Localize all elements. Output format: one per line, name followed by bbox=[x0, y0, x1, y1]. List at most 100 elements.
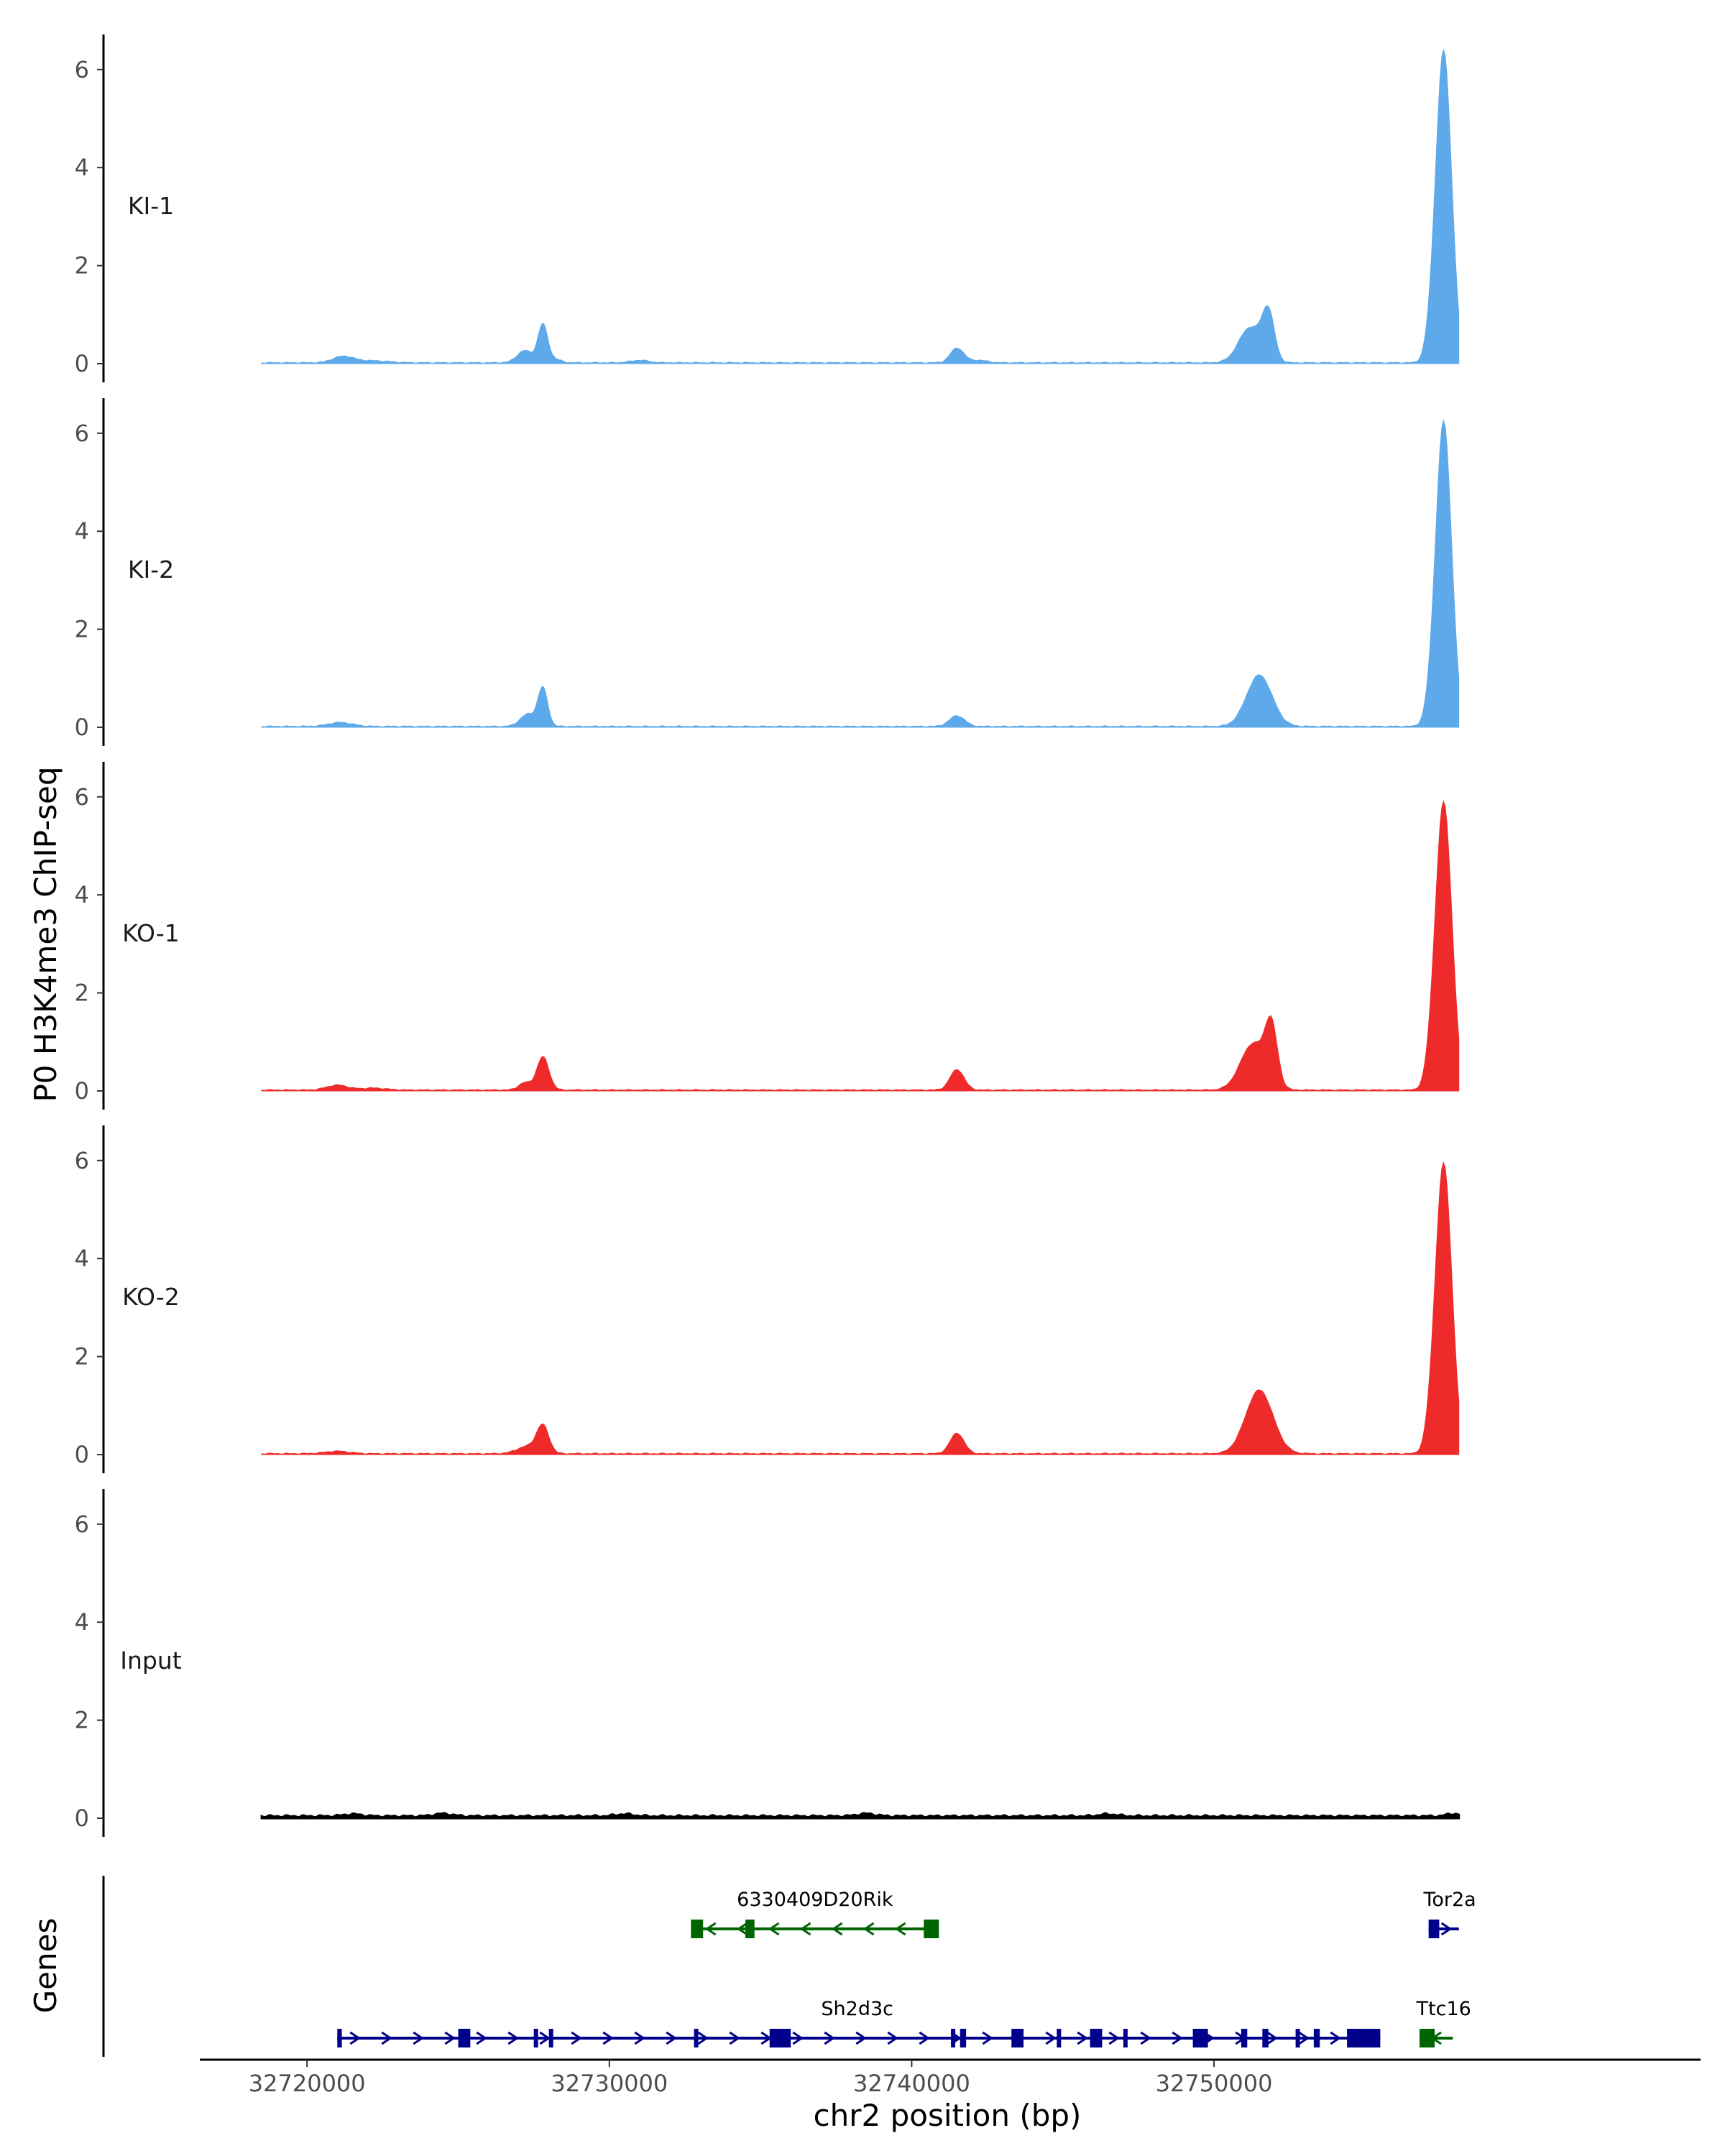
track-label: KO-2 bbox=[122, 1283, 180, 1311]
track-label: KI-2 bbox=[128, 556, 174, 584]
exon bbox=[769, 2029, 791, 2047]
x-axis: 32720000 32730000 32740000 32750000 bbox=[200, 2058, 1701, 2097]
strand-arrow bbox=[476, 2031, 487, 2045]
exon bbox=[1057, 2029, 1062, 2047]
gene-label: 6330409D20Rik bbox=[737, 1889, 893, 1911]
exon bbox=[691, 1920, 704, 1938]
strand-arrow bbox=[1440, 1922, 1453, 1936]
exon bbox=[960, 2029, 967, 2047]
track-label: Input bbox=[120, 1646, 182, 1674]
strand-arrow bbox=[1298, 2031, 1310, 2045]
track-ki-2: 0 2 4 6 KI-2 bbox=[75, 398, 1460, 746]
y-tick-label: 0 bbox=[75, 714, 89, 741]
coverage-area bbox=[260, 1812, 1460, 1820]
x-tick-label: 32730000 bbox=[551, 2070, 668, 2097]
strand-arrow bbox=[444, 2031, 456, 2045]
strand-arrow bbox=[602, 2031, 614, 2045]
strand-arrow bbox=[862, 1922, 875, 1936]
exon bbox=[1123, 2029, 1128, 2047]
strand-arrow bbox=[982, 2031, 993, 2045]
exon bbox=[1295, 2029, 1300, 2047]
y-tick-label: 2 bbox=[75, 1343, 89, 1370]
y-tick-label: 6 bbox=[75, 1147, 89, 1174]
y-tick-label: 6 bbox=[75, 420, 89, 447]
exon bbox=[1011, 2029, 1024, 2047]
exon bbox=[533, 2029, 538, 2047]
track-ki-1: 0 2 4 6 KI-1 bbox=[75, 34, 1460, 382]
exon bbox=[1347, 2029, 1381, 2047]
gene-label: Tor2a bbox=[1422, 1889, 1476, 1911]
exon bbox=[1192, 2029, 1208, 2047]
strand-arrow bbox=[634, 2031, 645, 2045]
strand-arrow bbox=[855, 2031, 867, 2045]
coverage-area bbox=[261, 1161, 1460, 1455]
strand-arrow bbox=[1077, 2031, 1088, 2045]
strand-arrow bbox=[736, 1922, 748, 1936]
strand-arrow bbox=[1172, 2031, 1183, 2045]
coverage-tracks: 0 2 4 6 KI-1 0 2 4 6 KI-2 0 2 4 6 KO-1 0 2 4 6 KO-2 0 2 4 6 Inpu… bbox=[75, 34, 1460, 1837]
track-label: KI-1 bbox=[128, 192, 174, 220]
x-axis-title: chr2 position (bp) bbox=[814, 2098, 1082, 2133]
track-ko-2: 0 2 4 6 KO-2 bbox=[75, 1125, 1460, 1473]
exon bbox=[924, 1920, 939, 1938]
strand-arrow bbox=[704, 1922, 717, 1936]
strand-arrow bbox=[571, 2031, 582, 2045]
y-tick-label: 4 bbox=[75, 1608, 89, 1636]
track-input: 0 2 4 6 Input bbox=[75, 1489, 1460, 1837]
y-tick-label: 0 bbox=[75, 1441, 89, 1468]
strand-arrow bbox=[894, 1922, 906, 1936]
gene-tor2a: Tor2a bbox=[1422, 1889, 1476, 1938]
exon bbox=[1241, 2029, 1248, 2047]
strand-arrow bbox=[831, 1922, 843, 1936]
exon bbox=[951, 2029, 956, 2047]
y-tick-label: 2 bbox=[75, 980, 89, 1007]
exon bbox=[745, 1920, 755, 1938]
strand-arrow bbox=[697, 2031, 709, 2045]
strand-arrow bbox=[349, 2031, 361, 2045]
y-axis-title: P0 H3K4me3 ChIP-seq bbox=[28, 766, 63, 1102]
y-tick-label: 6 bbox=[75, 56, 89, 83]
strand-arrow bbox=[1266, 2031, 1278, 2045]
strand-arrow bbox=[792, 2031, 804, 2045]
coverage-area bbox=[261, 49, 1460, 364]
y-tick-label: 6 bbox=[75, 1511, 89, 1538]
coverage-area bbox=[261, 800, 1460, 1092]
gene-label: Ttc16 bbox=[1416, 1998, 1471, 2020]
exon bbox=[548, 2029, 553, 2047]
exon bbox=[694, 2029, 699, 2047]
strand-arrow bbox=[381, 2031, 392, 2045]
y-tick-label: 4 bbox=[75, 517, 89, 545]
strand-arrow bbox=[799, 1922, 811, 1936]
gene-ttc16: Ttc16 bbox=[1416, 1998, 1471, 2047]
gene-sh2d3c: Sh2d3c bbox=[337, 1998, 1381, 2047]
track-label: KO-1 bbox=[122, 919, 180, 947]
y-tick-label: 0 bbox=[75, 350, 89, 377]
gene-label: Sh2d3c bbox=[821, 1998, 893, 2020]
strand-arrow bbox=[729, 2031, 740, 2045]
strand-arrow bbox=[1330, 2031, 1341, 2045]
strand-arrow bbox=[919, 2031, 930, 2045]
strand-arrow bbox=[539, 2031, 551, 2045]
y-tick-label: 4 bbox=[75, 154, 89, 181]
exon bbox=[1262, 2029, 1269, 2047]
exon bbox=[458, 2029, 471, 2047]
y-tick-label: 2 bbox=[75, 252, 89, 280]
exon bbox=[1420, 2029, 1435, 2047]
y-tick-label: 0 bbox=[75, 1077, 89, 1105]
y-tick-label: 0 bbox=[75, 1805, 89, 1832]
strand-arrow bbox=[824, 2031, 835, 2045]
x-tick-label: 32720000 bbox=[249, 2070, 366, 2097]
strand-arrow bbox=[413, 2031, 424, 2045]
strand-arrow bbox=[507, 2031, 519, 2045]
genes-track: 6330409D20Rik Tor2a Sh2d3c Ttc16 bbox=[102, 1876, 1476, 2057]
y-tick-label: 2 bbox=[75, 1707, 89, 1734]
strand-arrow bbox=[768, 1922, 780, 1936]
y-tick-label: 4 bbox=[75, 881, 89, 908]
coverage-area bbox=[261, 419, 1460, 728]
exon bbox=[1313, 2029, 1320, 2047]
x-tick-label: 32750000 bbox=[1156, 2070, 1273, 2097]
strand-arrow bbox=[666, 2031, 677, 2045]
strand-arrow bbox=[1045, 2031, 1057, 2045]
genes-track-title: Genes bbox=[28, 1918, 63, 2014]
exon bbox=[1428, 1920, 1440, 1938]
